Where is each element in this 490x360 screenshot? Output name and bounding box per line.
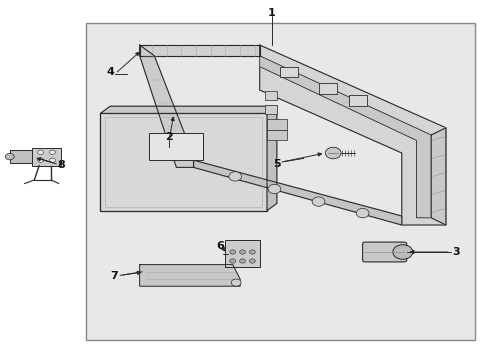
Circle shape: [49, 158, 55, 162]
FancyBboxPatch shape: [363, 242, 407, 262]
Bar: [265, 105, 277, 114]
Circle shape: [268, 184, 281, 194]
Polygon shape: [100, 106, 277, 113]
Circle shape: [38, 158, 44, 162]
Circle shape: [230, 250, 236, 254]
Bar: [280, 67, 298, 77]
Polygon shape: [260, 45, 446, 225]
Circle shape: [231, 279, 241, 286]
Bar: [149, 133, 203, 160]
Bar: [225, 240, 260, 267]
Bar: [267, 119, 287, 130]
Circle shape: [49, 150, 55, 154]
Text: 5: 5: [273, 159, 281, 169]
Polygon shape: [140, 45, 194, 167]
Circle shape: [356, 208, 369, 218]
Bar: [265, 91, 277, 100]
Bar: [10, 150, 32, 163]
Text: 7: 7: [110, 271, 118, 282]
Circle shape: [312, 197, 325, 206]
Circle shape: [38, 150, 44, 154]
Circle shape: [240, 259, 245, 263]
Circle shape: [5, 153, 14, 160]
Circle shape: [240, 250, 245, 254]
Text: 3: 3: [452, 247, 460, 257]
Bar: [32, 148, 61, 166]
Bar: [319, 83, 337, 94]
Circle shape: [393, 245, 413, 259]
Polygon shape: [260, 56, 431, 218]
Text: 2: 2: [165, 132, 173, 142]
Bar: [349, 95, 367, 106]
Text: 8: 8: [57, 160, 65, 170]
Text: 1: 1: [268, 8, 276, 18]
Text: 4: 4: [106, 67, 114, 77]
Polygon shape: [140, 45, 260, 56]
Bar: [86, 23, 475, 340]
Polygon shape: [431, 128, 446, 225]
Polygon shape: [267, 106, 277, 211]
Polygon shape: [140, 265, 240, 286]
Circle shape: [325, 147, 341, 159]
Text: 6: 6: [217, 240, 224, 251]
Circle shape: [249, 250, 255, 254]
Circle shape: [249, 259, 255, 263]
Bar: [267, 130, 287, 140]
Circle shape: [230, 259, 236, 263]
Polygon shape: [194, 160, 402, 225]
Circle shape: [229, 172, 242, 181]
Polygon shape: [100, 113, 267, 211]
